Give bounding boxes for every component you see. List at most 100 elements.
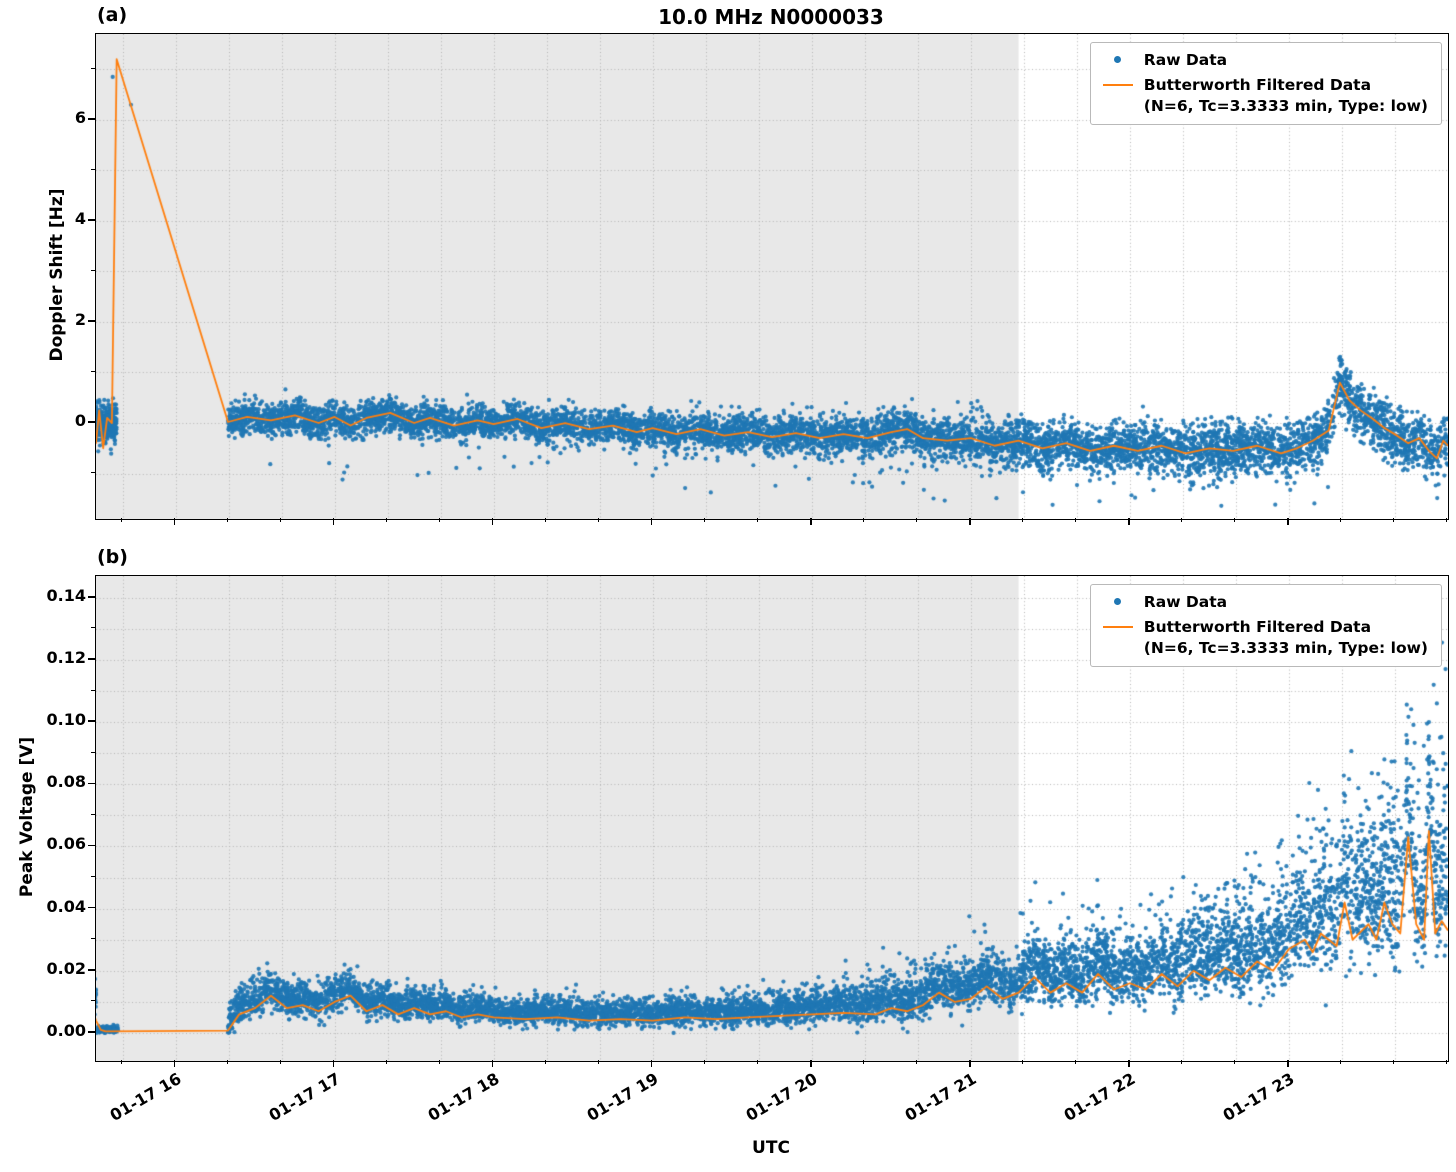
y-minor-tick-mark <box>91 627 95 629</box>
x-tick-label: 01-17 17 <box>265 1069 344 1125</box>
x-minor-tick-mark <box>174 1060 176 1064</box>
x-minor-tick-mark <box>863 1060 865 1064</box>
x-minor-tick-mark <box>545 518 547 522</box>
x-tick-label: 01-17 22 <box>1060 1069 1139 1125</box>
raw-data-marker-icon <box>1101 592 1135 605</box>
x-minor-tick-mark <box>1181 1060 1183 1064</box>
x-minor-tick-mark <box>492 518 494 522</box>
x-minor-tick-mark <box>280 1060 282 1064</box>
x-minor-tick-mark <box>651 1060 653 1064</box>
panel-a: Raw Data Butterworth Filtered Data (N=6,… <box>95 33 1449 520</box>
x-minor-tick-mark <box>121 518 122 522</box>
y-minor-tick-mark <box>91 876 95 878</box>
x-axis-label: UTC <box>752 1138 790 1158</box>
panel-b: Raw Data Butterworth Filtered Data (N=6,… <box>95 575 1449 1062</box>
legend-filtered-label: Butterworth Filtered Data <box>1143 617 1372 636</box>
x-minor-tick-mark <box>1287 518 1289 522</box>
x-minor-tick-mark <box>1022 518 1024 522</box>
y-tick-mark <box>88 720 95 722</box>
y-tick-label: 0.08 <box>46 772 86 792</box>
y-tick-mark <box>88 906 95 909</box>
x-minor-tick-mark <box>810 518 812 522</box>
x-minor-tick-mark <box>916 518 918 522</box>
y-tick-label: 0.04 <box>46 896 86 916</box>
x-tick-label: 01-17 23 <box>1219 1069 1298 1125</box>
y-tick-mark <box>88 969 95 971</box>
y-tick-label: 0.14 <box>46 585 86 605</box>
x-tick-label: 01-17 19 <box>583 1069 662 1125</box>
y-minor-tick-mark <box>91 689 95 691</box>
y-tick-mark <box>88 1031 95 1033</box>
y-tick-label: 6 <box>74 107 86 127</box>
y-minor-tick-mark <box>91 751 95 753</box>
y-tick-label: 4 <box>74 208 86 228</box>
y-tick-mark <box>88 844 95 847</box>
x-minor-tick-mark <box>969 1060 971 1064</box>
y-tick-mark <box>88 219 95 221</box>
legend-raw-label: Raw Data <box>1143 593 1228 611</box>
raw-data-marker-icon <box>1101 50 1135 63</box>
x-minor-tick-mark <box>810 1060 812 1064</box>
x-minor-tick-mark <box>386 1060 388 1064</box>
x-minor-tick-mark <box>1287 1060 1289 1064</box>
x-minor-tick-mark <box>1075 1060 1077 1064</box>
panel-a-tag: (a) <box>97 4 128 26</box>
x-minor-tick-mark <box>492 1060 494 1064</box>
panel-a-legend: Raw Data Butterworth Filtered Data (N=6,… <box>1089 42 1442 125</box>
legend-filtered-sublabel: (N=6, Tc=3.3333 min, Type: low) <box>1143 96 1428 115</box>
y-minor-tick-mark <box>91 472 95 474</box>
x-minor-tick-mark <box>333 1060 335 1064</box>
y-tick-label: 0.06 <box>46 834 86 854</box>
legend-filtered-entry: Butterworth Filtered Data (N=6, Tc=3.333… <box>1101 75 1428 117</box>
x-minor-tick-mark <box>1181 518 1183 522</box>
y-minor-tick-mark <box>91 370 95 372</box>
x-minor-tick-mark <box>757 518 759 522</box>
x-tick-label: 01-17 21 <box>901 1069 980 1125</box>
x-minor-tick-mark <box>863 518 865 522</box>
x-minor-tick-mark <box>704 518 706 522</box>
x-minor-tick-mark <box>1446 518 1448 522</box>
x-tick-label: 01-17 20 <box>742 1069 821 1125</box>
x-minor-tick-mark <box>1075 518 1077 522</box>
panel-b-ylabel: Peak Voltage [V] <box>17 736 37 898</box>
y-tick-label: 0.12 <box>46 647 86 667</box>
panel-b-tag: (b) <box>97 546 128 568</box>
x-minor-tick-mark <box>174 518 176 522</box>
y-tick-mark <box>88 658 95 660</box>
y-minor-tick-mark <box>91 168 95 170</box>
x-minor-tick-mark <box>1393 518 1395 522</box>
x-minor-tick-mark <box>227 1060 229 1064</box>
y-tick-mark <box>88 320 95 322</box>
y-tick-label: 0.10 <box>46 710 86 730</box>
x-minor-tick-mark <box>916 1060 918 1064</box>
y-minor-tick-mark <box>91 938 95 940</box>
y-minor-tick-mark <box>91 813 95 815</box>
x-minor-tick-mark <box>280 518 282 522</box>
y-tick-label: 2 <box>74 309 86 329</box>
y-tick-label: 0 <box>74 411 86 430</box>
x-minor-tick-mark <box>439 1060 441 1064</box>
filtered-line-marker-icon <box>1101 617 1135 628</box>
legend-filtered-entry: Butterworth Filtered Data (N=6, Tc=3.333… <box>1101 617 1428 659</box>
x-minor-tick-mark <box>386 518 388 522</box>
y-tick-mark <box>88 596 95 598</box>
y-minor-tick-mark <box>91 67 95 69</box>
y-tick-label: 0.00 <box>46 1021 86 1041</box>
legend-filtered-sublabel: (N=6, Tc=3.3333 min, Type: low) <box>1143 638 1428 657</box>
x-minor-tick-mark <box>598 1060 600 1064</box>
x-minor-tick-mark <box>1234 1060 1236 1064</box>
y-minor-tick-mark <box>91 269 95 271</box>
x-minor-tick-mark <box>598 518 600 522</box>
figure-title: 10.0 MHz N0000033 <box>658 5 884 29</box>
y-tick-label: 0.02 <box>46 958 86 978</box>
x-minor-tick-mark <box>545 1060 547 1064</box>
legend-filtered-label: Butterworth Filtered Data <box>1143 75 1372 94</box>
y-tick-mark <box>88 118 95 120</box>
x-minor-tick-mark <box>1446 1060 1448 1064</box>
x-minor-tick-mark <box>1234 518 1236 522</box>
x-minor-tick-mark <box>1340 518 1342 522</box>
x-minor-tick-mark <box>704 1060 706 1064</box>
x-minor-tick-mark <box>651 518 653 522</box>
x-minor-tick-mark <box>757 1060 759 1064</box>
